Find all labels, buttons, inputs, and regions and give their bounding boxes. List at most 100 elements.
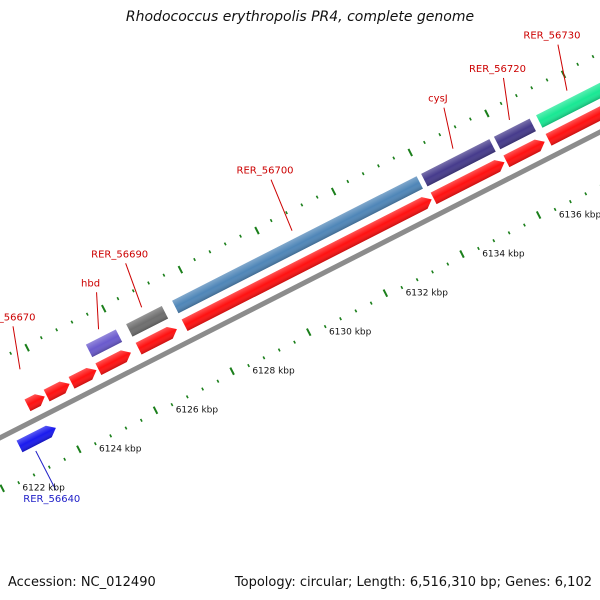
outer-tick-mark xyxy=(285,211,288,215)
outer-tick-mark xyxy=(193,257,196,262)
outer-tick-mark xyxy=(70,320,74,324)
inner-tick-mark xyxy=(523,223,526,227)
outer-tick-mark xyxy=(315,195,319,199)
gene-label[interactable]: RER_56690 xyxy=(91,249,148,260)
inner-tick-mark xyxy=(431,270,434,274)
feature-bar-shade xyxy=(493,118,536,150)
inner-tick-ring xyxy=(0,184,600,493)
outer-tick-mark xyxy=(484,109,490,118)
inner-tick-mark xyxy=(109,434,113,438)
outer-tick-mark xyxy=(147,281,150,285)
feature-bar-shade xyxy=(85,329,123,358)
cds-arrow-shade xyxy=(95,350,131,375)
scale-label: 6132 kbp xyxy=(406,288,449,298)
map-track-group xyxy=(0,54,600,493)
outer-tick-mark xyxy=(346,179,350,184)
genome-summary-text: Topology: circular; Length: 6,516,310 bp… xyxy=(234,575,592,590)
gene-label-leader xyxy=(12,326,21,370)
inner-tick-mark xyxy=(477,246,480,251)
gene-label[interactable]: hbd xyxy=(81,278,100,289)
outer-tick-mark xyxy=(208,250,212,254)
inner-tick-mark xyxy=(247,363,250,368)
outer-tick-mark xyxy=(101,304,107,313)
inner-tick-mark xyxy=(369,301,373,305)
outer-tick-mark xyxy=(469,117,472,121)
inner-tick-mark xyxy=(446,262,450,266)
label-layer: RER_56640 RER_56670 hbd RER_56690 RER_56700 c… xyxy=(0,31,600,505)
inner-tick-mark xyxy=(400,285,404,290)
inner-tick-mark xyxy=(185,395,189,399)
gene-label[interactable]: RER_56640 xyxy=(23,494,80,505)
outer-tick-mark xyxy=(514,93,518,98)
inner-tick-mark xyxy=(535,210,542,220)
cds-arrow-shade xyxy=(430,160,505,205)
outer-tick-ring xyxy=(9,54,595,355)
gene-label-leader xyxy=(502,77,510,120)
gene-label[interactable]: RER_56730 xyxy=(523,31,580,42)
inner-tick-mark xyxy=(492,238,496,243)
outer-tick-mark xyxy=(269,218,273,223)
outer-tick-mark xyxy=(453,125,457,129)
inner-tick-mark xyxy=(63,457,67,462)
cds-arrow-shade xyxy=(503,139,545,168)
feature-bar-shade xyxy=(172,176,423,314)
inner-tick-mark xyxy=(262,356,266,360)
inner-tick-mark xyxy=(17,481,21,485)
inner-tick-mark xyxy=(124,426,128,430)
inner-tick-mark xyxy=(339,317,342,321)
inner-tick-mark xyxy=(323,324,327,329)
scale-label: 6130 kbp xyxy=(329,327,372,337)
gene-label-leader xyxy=(35,450,57,491)
inner-tick-mark xyxy=(293,340,296,344)
cds-track xyxy=(24,102,600,412)
inner-tick-mark xyxy=(201,387,205,391)
gene-label[interactable]: cysJ xyxy=(428,94,448,105)
outer-tick-mark xyxy=(223,242,227,246)
cds-arrow-shade xyxy=(43,381,70,402)
gene-label-leader xyxy=(270,179,293,231)
feature-bar-shade xyxy=(126,306,169,337)
inner-tick-mark xyxy=(0,484,5,493)
outer-tick-mark xyxy=(576,62,580,67)
inner-tick-mark xyxy=(139,418,143,422)
cds-arrow-shade xyxy=(24,394,45,412)
gene-label-leader xyxy=(96,292,100,330)
outer-tick-mark xyxy=(131,289,135,293)
map-title: Rhodococcus erythropolis PR4, complete g… xyxy=(125,9,475,25)
scale-label: 6136 kbp xyxy=(559,210,600,220)
inner-tick-mark xyxy=(354,309,358,313)
outer-tick-mark xyxy=(423,140,426,145)
outer-tick-mark xyxy=(530,86,534,90)
feature-bar-shade xyxy=(536,81,600,128)
reverse-gene-shade xyxy=(16,425,56,453)
outer-tick-mark xyxy=(9,351,13,355)
gene-label[interactable]: RER_56720 xyxy=(469,64,526,75)
gene-label[interactable]: RER_56700 xyxy=(237,166,294,177)
accession-text: Accession: NC_012490 xyxy=(8,575,156,590)
gene-label[interactable]: RER_56670 xyxy=(0,312,36,323)
outer-tick-mark xyxy=(545,78,549,82)
scale-label: 6128 kbp xyxy=(252,366,295,376)
reverse-track xyxy=(16,425,56,453)
inner-tick-mark xyxy=(569,199,572,204)
outer-tick-mark xyxy=(239,234,242,238)
inner-tick-mark xyxy=(32,473,36,477)
inner-tick-mark xyxy=(584,192,588,196)
outer-tick-mark xyxy=(300,203,304,207)
inner-tick-mark xyxy=(170,402,174,407)
outer-tick-mark xyxy=(254,226,260,235)
outer-tick-mark xyxy=(361,171,365,176)
cds-arrow-shade xyxy=(181,197,432,332)
outer-tick-mark xyxy=(330,187,337,196)
inner-tick-mark xyxy=(459,250,465,259)
inner-tick-mark xyxy=(216,379,220,383)
outer-tick-mark xyxy=(162,273,166,277)
scale-label: 6134 kbp xyxy=(482,249,525,259)
feature-bar-shade xyxy=(421,139,496,187)
inner-tick-mark xyxy=(76,445,82,454)
scale-label: 6124 kbp xyxy=(99,445,142,455)
inner-tick-mark xyxy=(229,367,235,376)
gene-label-leader xyxy=(125,263,143,308)
inner-tick-mark xyxy=(415,278,419,282)
